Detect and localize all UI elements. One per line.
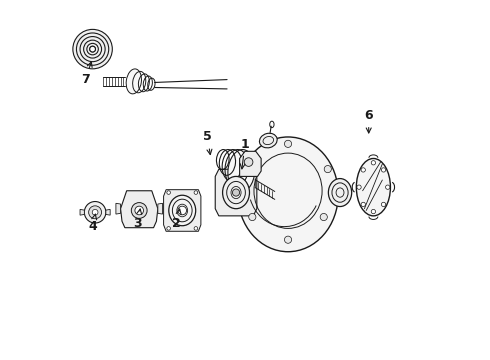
- Polygon shape: [164, 190, 201, 231]
- Circle shape: [73, 30, 112, 69]
- Ellipse shape: [238, 137, 338, 252]
- Text: 6: 6: [365, 109, 373, 133]
- Circle shape: [245, 166, 252, 173]
- Circle shape: [178, 206, 187, 215]
- Text: 7: 7: [81, 62, 92, 86]
- Circle shape: [194, 191, 197, 194]
- Ellipse shape: [169, 195, 196, 226]
- Ellipse shape: [228, 149, 255, 193]
- Circle shape: [285, 140, 292, 148]
- Circle shape: [285, 236, 292, 243]
- Circle shape: [131, 203, 147, 219]
- Circle shape: [381, 202, 386, 207]
- Circle shape: [357, 185, 361, 189]
- Ellipse shape: [126, 69, 142, 94]
- Circle shape: [371, 161, 375, 165]
- Circle shape: [245, 158, 253, 166]
- Circle shape: [371, 210, 375, 214]
- Circle shape: [361, 202, 366, 207]
- Circle shape: [92, 210, 98, 215]
- Polygon shape: [240, 151, 261, 176]
- Text: 1: 1: [240, 138, 249, 169]
- Circle shape: [135, 206, 144, 215]
- Polygon shape: [116, 203, 121, 214]
- Circle shape: [84, 202, 106, 223]
- Circle shape: [324, 166, 331, 173]
- Circle shape: [89, 206, 101, 219]
- Polygon shape: [121, 191, 158, 228]
- Circle shape: [167, 226, 171, 230]
- Polygon shape: [158, 203, 163, 214]
- Circle shape: [90, 46, 96, 52]
- Text: 4: 4: [88, 214, 97, 233]
- Polygon shape: [106, 210, 110, 215]
- Circle shape: [90, 46, 96, 52]
- Ellipse shape: [328, 179, 352, 207]
- Circle shape: [320, 213, 327, 221]
- Circle shape: [381, 168, 386, 172]
- Ellipse shape: [259, 133, 277, 148]
- Circle shape: [386, 185, 390, 189]
- Polygon shape: [80, 210, 84, 215]
- Polygon shape: [215, 169, 257, 216]
- Text: 3: 3: [133, 209, 142, 230]
- Circle shape: [194, 226, 197, 230]
- Ellipse shape: [222, 176, 249, 209]
- Circle shape: [232, 189, 240, 196]
- Text: 2: 2: [172, 209, 181, 230]
- Circle shape: [249, 213, 256, 221]
- Circle shape: [361, 168, 366, 172]
- Circle shape: [167, 191, 171, 194]
- Text: 5: 5: [203, 130, 212, 154]
- Ellipse shape: [356, 158, 391, 216]
